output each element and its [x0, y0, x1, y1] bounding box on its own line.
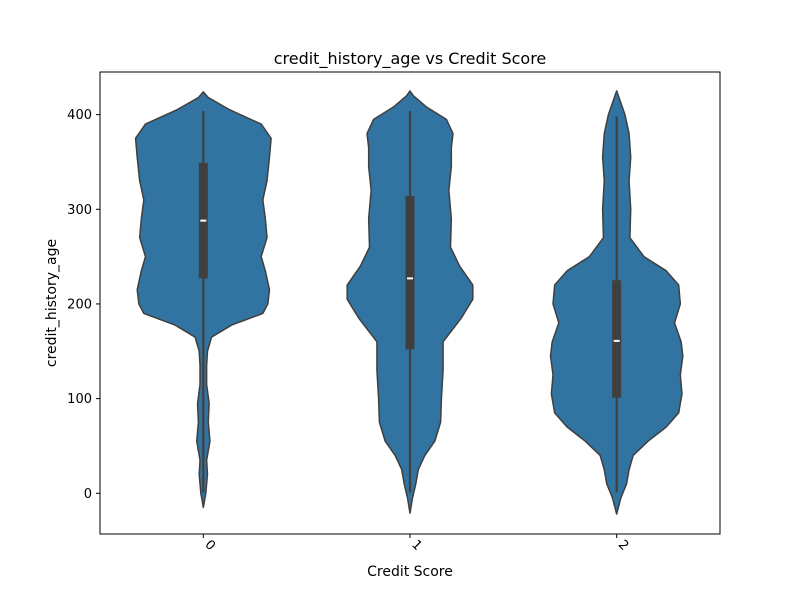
- violin-2: [549, 90, 684, 515]
- y-axis: 0 100 200 300 400: [67, 108, 100, 502]
- y-tick-label: 400: [67, 108, 92, 123]
- chart-title: credit_history_age vs Credit Score: [274, 49, 547, 69]
- violin-iqr-box-1: [405, 196, 415, 350]
- y-tick-label: 100: [67, 392, 92, 407]
- x-tick-label: 0: [202, 537, 218, 553]
- x-axis-label: Credit Score: [367, 564, 453, 580]
- y-tick-label: 300: [67, 203, 92, 218]
- violin-1: [346, 90, 474, 514]
- x-tick-label: 1: [408, 537, 424, 553]
- x-axis: 0 1 2: [202, 534, 631, 554]
- y-axis-label: credit_history_age: [44, 239, 60, 367]
- x-tick-label: 2: [615, 537, 631, 553]
- violin-0: [134, 91, 272, 509]
- violins-layer: [134, 90, 684, 515]
- y-tick-label: 200: [67, 297, 92, 312]
- violin-iqr-box-2: [612, 280, 622, 398]
- y-tick-label: 0: [84, 487, 92, 502]
